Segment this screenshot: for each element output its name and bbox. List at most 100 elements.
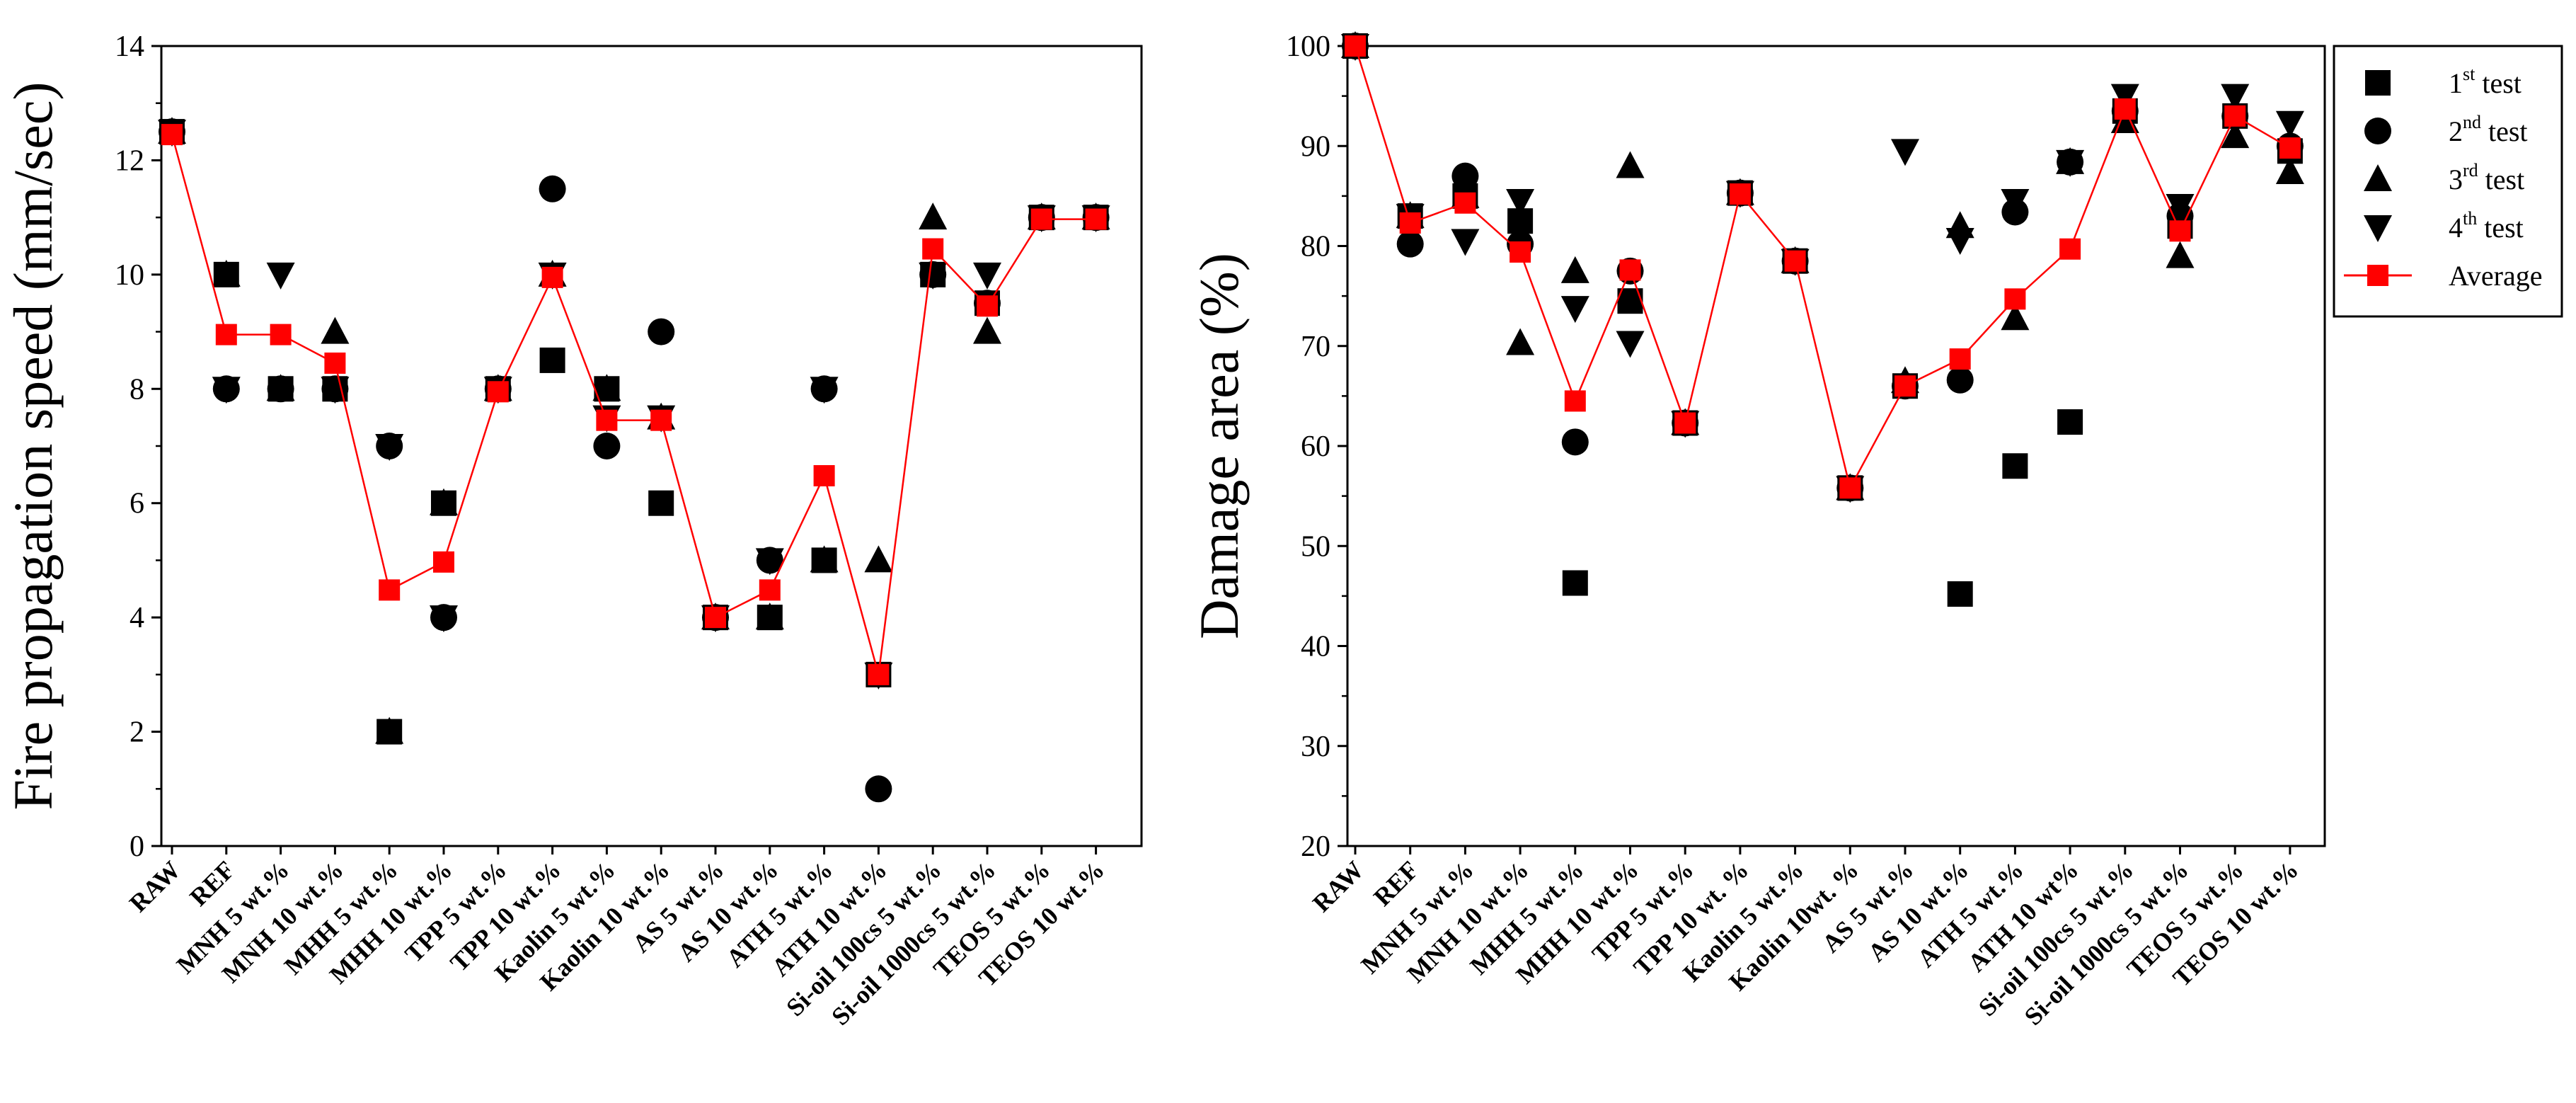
- plot-frame: [160, 45, 1143, 847]
- data-point: [2057, 409, 2083, 435]
- data-point: [973, 262, 1001, 290]
- data-point: [973, 316, 1001, 344]
- data-point: [810, 545, 839, 573]
- data-point: [865, 775, 892, 803]
- average-line: [171, 134, 1096, 675]
- legend-label-rest: test: [2478, 164, 2525, 195]
- average-point: [2059, 238, 2081, 260]
- average-point: [1454, 192, 1476, 214]
- data-point: [648, 318, 675, 345]
- legend-label-sup: th: [2463, 208, 2477, 229]
- data-point: [1947, 581, 1973, 607]
- average-point: [2169, 220, 2191, 242]
- data-point: [266, 262, 295, 290]
- y-tick-label: 60: [1301, 430, 1330, 463]
- legend-label-base: Average: [2449, 260, 2543, 292]
- series-2: [1342, 33, 2304, 502]
- data-point: [266, 374, 295, 401]
- legend-marker: [2364, 164, 2392, 191]
- average-point: [1894, 375, 1916, 397]
- legend-label-rest: test: [2481, 115, 2528, 147]
- data-point: [755, 548, 784, 576]
- average-point: [541, 266, 563, 288]
- data-point: [212, 377, 241, 404]
- average-point: [1729, 183, 1751, 205]
- legend-label: 4th test: [2449, 208, 2524, 244]
- y-tick-label: 0: [130, 830, 144, 863]
- fire-propagation-chart: 0 2 4 6 8 10 12 14 Fire propagation speed (mm/se…: [2, 30, 1143, 1031]
- data-point: [919, 262, 948, 290]
- legend-label-base: 2: [2449, 115, 2463, 147]
- average-point: [1399, 212, 1421, 234]
- data-point: [2056, 149, 2085, 177]
- data-point: [1560, 296, 1589, 324]
- legend-label-sup: nd: [2463, 112, 2481, 132]
- y-tick-label: 40: [1301, 631, 1330, 663]
- data-point: [1946, 366, 1974, 394]
- data-point: [1616, 151, 1645, 178]
- data-point: [1560, 256, 1589, 283]
- average-point: [2004, 288, 2026, 310]
- legend-label-rest: test: [2477, 212, 2524, 244]
- data-point: [1506, 328, 1535, 355]
- series-3: [1341, 31, 2304, 501]
- y-tick-label: 2: [130, 716, 144, 749]
- average-point: [487, 381, 509, 403]
- legend-label: Average: [2449, 260, 2543, 292]
- data-point: [2110, 84, 2139, 111]
- average-point: [922, 238, 944, 260]
- average-point: [705, 607, 726, 629]
- legend-label-sup: rd: [2463, 160, 2478, 181]
- data-point: [1506, 188, 1535, 216]
- series-average: [161, 124, 1107, 685]
- series-1: [159, 119, 1109, 745]
- data-point: [375, 434, 404, 461]
- average-point: [324, 352, 346, 374]
- average-point: [596, 409, 618, 431]
- data-point: [375, 716, 404, 744]
- data-point: [2001, 303, 2030, 331]
- legend-label-base: 4: [2449, 212, 2463, 244]
- data-point: [321, 316, 350, 344]
- data-point: [810, 377, 839, 404]
- average-point: [1784, 250, 1806, 272]
- average-point: [1674, 412, 1696, 434]
- data-point: [1616, 331, 1645, 358]
- y-tick-label: 100: [1286, 30, 1330, 63]
- average-point: [270, 324, 292, 345]
- average-point: [161, 124, 183, 146]
- legend-marker-average: [2367, 265, 2388, 286]
- y-tick-label: 6: [130, 488, 144, 520]
- x-tick-label: RAW: [1307, 855, 1369, 918]
- y-tick-label: 12: [115, 144, 144, 177]
- y-tick-label: 50: [1301, 530, 1330, 563]
- average-point: [1085, 208, 1107, 230]
- series-3: [158, 117, 1110, 744]
- data-point: [2002, 453, 2028, 479]
- data-point: [539, 347, 565, 373]
- data-point: [1561, 428, 1589, 456]
- average-point: [813, 464, 835, 486]
- y-tick-label: 30: [1301, 731, 1330, 763]
- legend-marker: [2364, 118, 2391, 144]
- x-tick-label: RAW: [124, 855, 186, 918]
- data-point: [648, 490, 674, 516]
- legend-label: 2nd test: [2449, 112, 2528, 147]
- series-average: [1345, 35, 2301, 499]
- average-point: [433, 551, 454, 573]
- series-1: [1342, 33, 2303, 607]
- legend-label: 3rd test: [2449, 160, 2524, 195]
- average-point: [1345, 35, 1366, 57]
- legend-label-base: 1: [2449, 67, 2463, 99]
- legend-label-rest: test: [2475, 67, 2522, 99]
- data-point: [2166, 194, 2195, 221]
- data-point: [212, 259, 241, 287]
- y-tick-label: 8: [130, 373, 144, 406]
- data-point: [1451, 229, 1480, 256]
- data-point: [430, 488, 458, 515]
- average-point: [868, 663, 890, 685]
- data-point: [864, 545, 893, 573]
